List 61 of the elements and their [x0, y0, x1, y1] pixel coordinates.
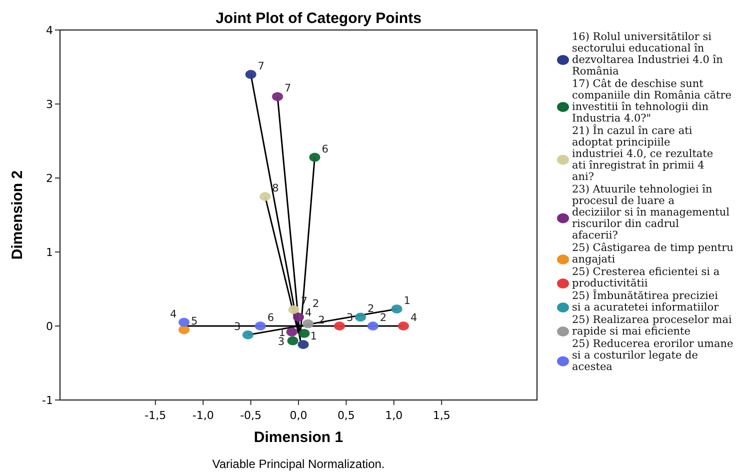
point: [367, 322, 378, 330]
annotation: 7: [258, 60, 264, 72]
annotation: 2: [380, 312, 387, 324]
point: [272, 92, 284, 102]
y-tick-label: 2: [46, 172, 53, 185]
annotation: 2: [312, 298, 320, 310]
point: [398, 322, 409, 330]
legend-label: 25) Îmbunătătirea preciziei si a acuratetei informatiilor: [572, 289, 720, 314]
annotation: 5: [191, 316, 198, 328]
annotation: 4: [170, 308, 178, 320]
point: [242, 330, 254, 340]
annotation: 4: [410, 312, 418, 324]
x-axis-title: Dimension 1: [254, 429, 344, 446]
x-tick-label: -0,5: [240, 409, 262, 422]
point: [178, 325, 190, 334]
point: [302, 319, 314, 328]
point: [391, 304, 402, 314]
x-tick-label: 1,5: [432, 409, 450, 422]
annotation: 6: [267, 312, 274, 324]
annotation: 6: [322, 143, 329, 156]
annotation: 1: [310, 330, 317, 342]
legend-label: 25) Cresterea eficientei si a productivitătii: [572, 266, 720, 290]
legend-label: 16) Rolul universitătilor si sectorului educational în dezvoltarea Industriei 4.0 în România: [572, 31, 724, 78]
point: [245, 70, 256, 79]
legend-label: 23) Atuurile tehnologiei în procesul de luare a deciziilor si în managementul riscurilor din cadrul afacerii?: [572, 184, 730, 242]
x-tick-label: -1,5: [144, 409, 166, 422]
point: [288, 305, 300, 314]
annotation: 1: [404, 294, 410, 307]
annotation: 8: [272, 182, 279, 194]
point: [355, 312, 366, 322]
x-tick-label: 1,0: [385, 409, 403, 422]
point: [254, 322, 266, 330]
legend-label: 25) Realizarea proceselor mai rapide si mai eficiente: [572, 314, 733, 338]
y-tick-label: -1: [42, 394, 53, 407]
y-tick-label: 3: [46, 98, 53, 111]
legend-label: 25) Câstigarea de timp pentru angajati: [572, 242, 734, 266]
annotation: 4: [305, 306, 312, 319]
y-tick-label: 0: [46, 320, 53, 333]
text: Variable Principal Normalization.: [212, 457, 385, 471]
point: [298, 328, 310, 338]
y-tick-label: 4: [46, 24, 53, 37]
annotation: 3: [278, 336, 285, 348]
point: [298, 340, 309, 349]
annotation: 7: [284, 82, 292, 95]
legend-label: 17) Cât de deschise sunt companiile din România către investitii în tehnologii din Industria 4.0?": [572, 78, 732, 124]
y-tick-label: 1: [46, 246, 53, 259]
point: [309, 152, 320, 162]
y-axis-title: Dimension 2: [9, 170, 26, 260]
x-tick-label: 0,0: [290, 409, 308, 422]
point: [286, 327, 298, 336]
point: [293, 312, 304, 322]
x-tick-label: -1,0: [192, 409, 214, 422]
point: [260, 192, 271, 201]
legend-label: 21) În cazul în care ati adoptat principiile industriei 4.0, ce rezultate ati înregistrat în primii 4 ani?: [572, 124, 714, 183]
point: [287, 336, 298, 346]
legend-label: 25) Reducerea erorilor umane si a costurilor legate de acestea: [572, 338, 734, 373]
x-tick-label: 0,5: [337, 409, 355, 422]
annotation: 2: [368, 303, 374, 316]
point: [178, 318, 190, 327]
point: [334, 322, 346, 330]
chart-title: Joint Plot of Category Points: [216, 10, 422, 27]
